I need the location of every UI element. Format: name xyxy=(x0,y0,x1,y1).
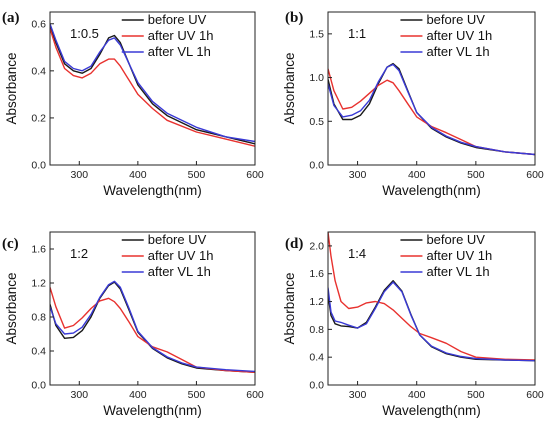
y-tick-label: 1.2 xyxy=(31,278,46,290)
x-tick-label: 600 xyxy=(246,169,264,181)
y-tick-label: 0.4 xyxy=(31,65,46,77)
x-tick-label: 400 xyxy=(129,389,147,401)
y-tick-label: 1.5 xyxy=(309,28,324,40)
y-axis-label: Absorbance xyxy=(282,272,297,344)
y-axis-label: Absorbance xyxy=(4,52,19,124)
ratio-label: 1:0.5 xyxy=(70,26,99,41)
legend-label: before UV xyxy=(148,12,207,27)
series-line-1 xyxy=(328,232,535,361)
y-tick-label: 0.0 xyxy=(309,160,324,172)
plot-frame xyxy=(49,11,256,166)
panel-letter: (c) xyxy=(2,236,19,252)
x-axis-label: Wavelength(nm) xyxy=(103,403,202,418)
legend-label: after VL 1h xyxy=(426,44,489,59)
legend-label: before UV xyxy=(148,232,207,247)
y-tick-label: 0.5 xyxy=(309,116,324,128)
x-tick-label: 600 xyxy=(526,389,544,401)
y-tick-label: 0.2 xyxy=(31,112,46,124)
legend-label: before UV xyxy=(426,12,485,27)
y-tick-label: 0.4 xyxy=(309,352,324,364)
y-tick-label: 0.4 xyxy=(31,346,46,358)
series-line-0 xyxy=(50,25,255,145)
panel-letter: (b) xyxy=(285,10,303,26)
x-tick-label: 500 xyxy=(188,389,206,401)
y-tick-label: 0.8 xyxy=(31,312,46,324)
y-tick-label: 0.6 xyxy=(31,18,46,30)
x-tick-label: 300 xyxy=(349,169,367,181)
x-tick-label: 500 xyxy=(188,169,206,181)
panel-2: 300 400 500 600 0.0 0.4 0.8 1.2 1.6 Wavelength(nm… xyxy=(2,231,264,418)
y-tick-label: 1.6 xyxy=(31,244,46,256)
x-tick-label: 600 xyxy=(526,169,544,181)
x-tick-label: 300 xyxy=(71,169,89,181)
x-tick-label: 300 xyxy=(71,389,89,401)
series-line-1 xyxy=(50,28,255,147)
series-line-2 xyxy=(50,23,255,143)
x-tick-label: 600 xyxy=(246,389,264,401)
x-axis-label: Wavelength(nm) xyxy=(382,183,481,198)
y-tick-label: 0.0 xyxy=(309,380,324,392)
y-tick-label: 1.0 xyxy=(309,72,324,84)
ratio-label: 1:4 xyxy=(348,246,366,261)
legend-label: after UV 1h xyxy=(426,248,492,263)
x-tick-label: 400 xyxy=(408,389,426,401)
y-axis-label: Absorbance xyxy=(282,52,297,124)
y-tick-label: 0.8 xyxy=(309,324,324,336)
legend-label: after UV 1h xyxy=(426,28,492,43)
plot-frame xyxy=(327,11,536,166)
x-axis-label: Wavelength(nm) xyxy=(382,403,481,418)
legend-label: after VL 1h xyxy=(148,264,211,279)
y-axis-label: Absorbance xyxy=(4,272,19,344)
ratio-label: 1:1 xyxy=(348,26,366,41)
series-line-2 xyxy=(50,280,255,373)
legend-label: before UV xyxy=(426,232,485,247)
plot-frame xyxy=(327,231,536,386)
panel-letter: (a) xyxy=(2,10,20,26)
panel-1: 300 400 500 600 0.0 0.5 1.0 1.5 Wavelength(nm) Ab… xyxy=(282,10,544,198)
x-tick-label: 400 xyxy=(408,169,426,181)
y-tick-label: 2.0 xyxy=(309,240,324,252)
panel-3: 300 400 500 600 0.0 0.4 0.8 1.2 1.6 2.0 Wavelength… xyxy=(282,231,544,418)
legend-label: after UV 1h xyxy=(148,28,214,43)
y-tick-label: 0.0 xyxy=(31,160,46,172)
y-tick-label: 0.0 xyxy=(31,380,46,392)
series-line-0 xyxy=(328,280,535,362)
ratio-label: 1:2 xyxy=(70,246,88,261)
series-line-0 xyxy=(328,62,535,156)
series-line-1 xyxy=(328,68,535,156)
x-tick-label: 400 xyxy=(129,169,147,181)
legend-label: after UV 1h xyxy=(148,248,214,263)
series-line-0 xyxy=(50,281,255,373)
x-axis-label: Wavelength(nm) xyxy=(103,183,202,198)
x-tick-label: 300 xyxy=(349,389,367,401)
y-tick-label: 1.6 xyxy=(309,268,324,280)
x-tick-label: 500 xyxy=(467,389,485,401)
series-line-2 xyxy=(328,63,535,156)
x-tick-label: 500 xyxy=(467,169,485,181)
plot-frame xyxy=(49,231,256,386)
panel-0: 300 400 500 600 0.0 0.2 0.4 0.6 Wavelength(nm) Ab… xyxy=(2,10,264,198)
series-line-1 xyxy=(50,287,255,373)
panel-letter: (d) xyxy=(285,236,303,252)
legend-label: after VL 1h xyxy=(426,264,489,279)
series-line-2 xyxy=(328,281,535,362)
y-tick-label: 1.2 xyxy=(309,296,324,308)
legend-label: after VL 1h xyxy=(148,44,211,59)
